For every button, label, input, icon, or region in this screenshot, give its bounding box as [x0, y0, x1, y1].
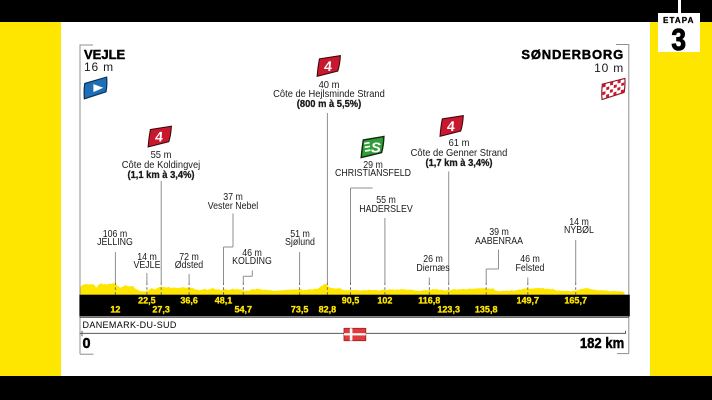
svg-text:102: 102 — [377, 295, 392, 305]
svg-text:22,5: 22,5 — [138, 295, 156, 305]
svg-text:48,1: 48,1 — [215, 295, 233, 305]
svg-text:165,7: 165,7 — [564, 295, 587, 305]
svg-text:4: 4 — [446, 118, 455, 134]
svg-text:4: 4 — [154, 129, 163, 145]
svg-text:S: S — [371, 139, 381, 156]
svg-text:73,5: 73,5 — [291, 305, 309, 315]
svg-text:4: 4 — [323, 58, 332, 74]
svg-text:149,7: 149,7 — [517, 295, 540, 305]
svg-text:135,8: 135,8 — [475, 305, 498, 315]
svg-text:90,5: 90,5 — [342, 295, 360, 305]
svg-text:27,3: 27,3 — [152, 305, 170, 315]
svg-text:82,8: 82,8 — [319, 305, 337, 315]
svg-text:12: 12 — [110, 305, 120, 315]
svg-text:116,8: 116,8 — [418, 295, 440, 305]
svg-text:123,3: 123,3 — [437, 305, 460, 315]
svg-text:36,6: 36,6 — [180, 295, 198, 305]
svg-text:54,7: 54,7 — [235, 305, 253, 315]
